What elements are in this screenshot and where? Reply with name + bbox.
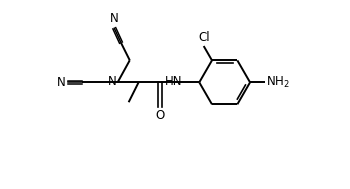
Text: N: N xyxy=(110,12,119,25)
Text: O: O xyxy=(155,109,164,122)
Text: N: N xyxy=(108,75,117,88)
Text: N: N xyxy=(57,76,65,89)
Text: Cl: Cl xyxy=(198,31,210,44)
Text: HN: HN xyxy=(165,75,183,88)
Text: NH$_2$: NH$_2$ xyxy=(266,75,290,90)
